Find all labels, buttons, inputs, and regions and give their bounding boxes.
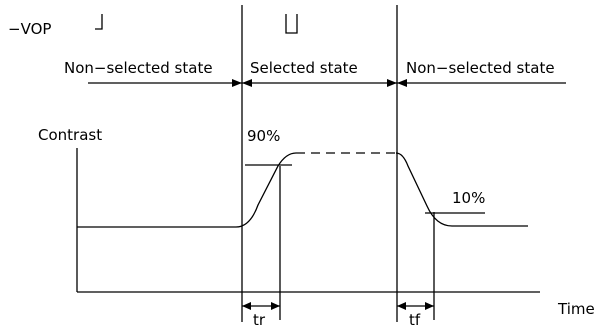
arrowhead-right-state [397,79,407,87]
tr-arrow-left [242,302,251,310]
arrowhead-middle-start [242,79,252,87]
non-selected-state-left-label: Non−selected state [64,59,213,77]
arrowhead-middle-end [387,79,397,87]
tr-arrow-right [271,302,280,310]
contrast-curve-fall [395,152,528,227]
tf-arrow-left [397,302,406,310]
tf-arrow-right [425,302,434,310]
contrast-axis-label: Contrast [38,126,103,144]
rise-time-label: tr [253,311,266,329]
fall-time-label: tf [409,311,421,329]
vop-waveform-left [95,14,103,30]
arrowhead-left-state [232,79,242,87]
contrast-curve-rise [77,152,297,228]
time-axis-label: Time [558,300,595,318]
ninety-percent-label: 90% [247,127,281,145]
vop-label: −VOP [8,20,52,38]
selected-state-label: Selected state [250,59,358,77]
non-selected-state-right-label: Non−selected state [406,59,555,77]
vop-waveform-pulse [285,14,298,34]
ten-percent-label: 10% [452,189,486,207]
